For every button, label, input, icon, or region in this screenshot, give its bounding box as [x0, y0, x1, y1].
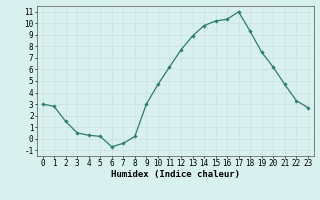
X-axis label: Humidex (Indice chaleur): Humidex (Indice chaleur) — [111, 170, 240, 179]
